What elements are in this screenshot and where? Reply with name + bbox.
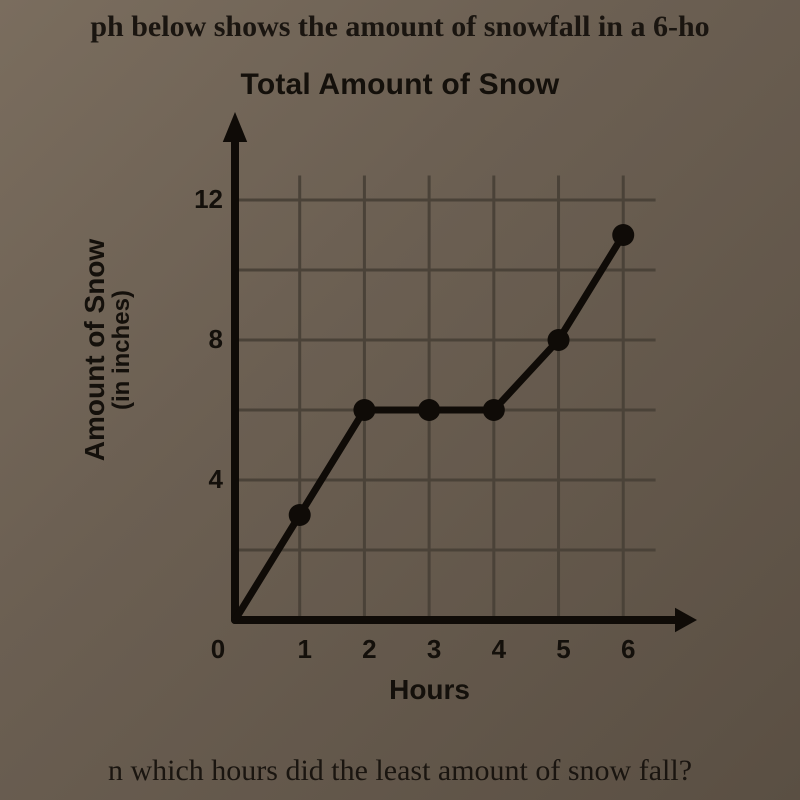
y-tick-label: 8: [209, 324, 223, 355]
x-tick-label: 0: [203, 634, 233, 665]
x-tick-label: 2: [354, 634, 384, 665]
x-tick-label: 1: [290, 634, 320, 665]
y-tick-label: 4: [209, 464, 223, 495]
x-tick-label: 6: [613, 634, 643, 665]
x-tick-label: 4: [484, 634, 514, 665]
x-tick-label: 3: [419, 634, 449, 665]
x-tick-label: 5: [549, 634, 579, 665]
context-text-bottom: n which hours did the least amount of sn…: [0, 754, 800, 788]
x-axis-label: Hours: [389, 674, 470, 706]
y-tick-label: 12: [194, 184, 223, 215]
